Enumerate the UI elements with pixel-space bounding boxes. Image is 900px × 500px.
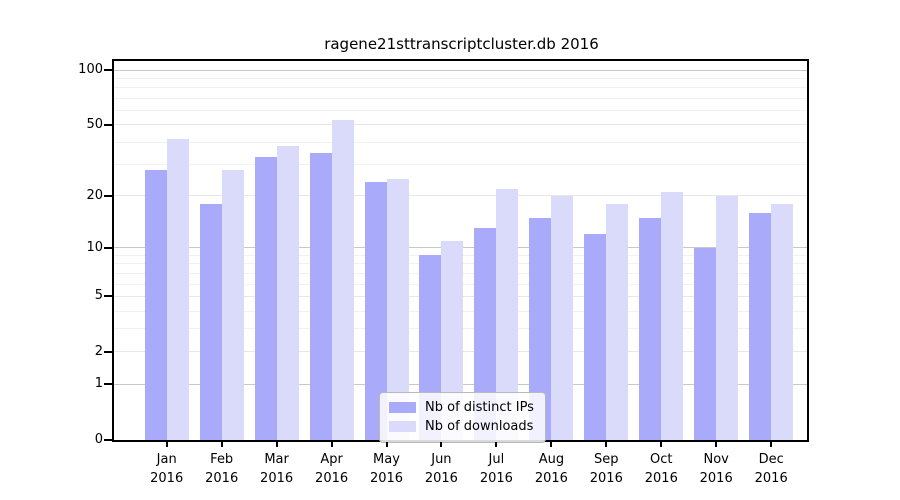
plot-area bbox=[112, 59, 809, 442]
minor-gridline bbox=[114, 164, 807, 166]
downloads-swatch bbox=[389, 421, 416, 432]
bar-feb-downloads bbox=[221, 170, 244, 440]
x-tick-mark bbox=[220, 442, 223, 447]
minor-gridline bbox=[114, 77, 807, 79]
bar-jan-ips bbox=[144, 170, 167, 440]
bar-feb-ips bbox=[199, 203, 222, 440]
x-tick-mark bbox=[660, 442, 663, 447]
y-tick-mark bbox=[104, 350, 112, 353]
x-tick-label: Feb 2016 bbox=[205, 452, 239, 486]
x-tick-label: Oct 2016 bbox=[644, 452, 678, 486]
y-tick-mark bbox=[104, 194, 112, 197]
y-tick-mark bbox=[104, 439, 112, 441]
x-tick-label: Apr 2016 bbox=[315, 452, 349, 486]
minor-gridline bbox=[114, 87, 807, 89]
bar-dec-ips bbox=[749, 212, 772, 440]
x-tick-mark bbox=[275, 442, 278, 447]
distinct-ips-swatch bbox=[389, 402, 416, 413]
bar-apr-downloads bbox=[331, 120, 354, 440]
x-tick-label: Aug 2016 bbox=[534, 452, 568, 486]
bar-may-downloads bbox=[386, 178, 409, 440]
x-tick-mark bbox=[385, 442, 388, 447]
x-tick-label: Jul 2016 bbox=[479, 452, 513, 486]
chart-title: ragene21sttranscriptcluster.db 2016 bbox=[324, 35, 599, 53]
legend-label-downloads: Nb of downloads bbox=[425, 419, 534, 434]
bar-aug-ips bbox=[529, 217, 552, 440]
bar-jul-downloads bbox=[496, 188, 519, 440]
bar-mar-downloads bbox=[276, 146, 299, 440]
x-tick-label: May 2016 bbox=[369, 452, 404, 486]
major-gridline bbox=[114, 195, 807, 197]
bar-jan-downloads bbox=[166, 138, 189, 440]
y-tick-mark bbox=[104, 383, 112, 386]
minor-gridline bbox=[114, 109, 807, 111]
bar-jul-ips bbox=[474, 228, 497, 440]
legend-label-distinct-ips: Nb of distinct IPs bbox=[425, 400, 534, 415]
x-tick-mark bbox=[330, 442, 333, 447]
legend: Nb of distinct IPs Nb of downloads bbox=[379, 392, 546, 443]
bar-sep-downloads bbox=[606, 203, 629, 440]
x-tick-mark bbox=[495, 442, 498, 447]
x-tick-label: Sep 2016 bbox=[589, 452, 623, 486]
legend-row: Nb of downloads bbox=[389, 417, 534, 436]
x-tick-mark bbox=[715, 442, 718, 447]
bar-nov-downloads bbox=[716, 195, 739, 440]
y-tick-label: 2 bbox=[94, 343, 103, 359]
x-tick-label: Mar 2016 bbox=[260, 452, 294, 486]
y-tick-label: 1 bbox=[94, 376, 103, 392]
bar-jun-downloads bbox=[441, 240, 464, 440]
y-tick-mark bbox=[104, 69, 112, 71]
bar-oct-downloads bbox=[661, 192, 684, 440]
major-gridline bbox=[114, 69, 807, 71]
y-tick-mark bbox=[104, 123, 112, 126]
bar-may-ips bbox=[364, 181, 387, 440]
minor-gridline bbox=[114, 97, 807, 99]
major-gridline bbox=[114, 124, 807, 126]
x-tick-mark bbox=[605, 442, 608, 447]
y-tick-mark bbox=[104, 295, 112, 298]
x-tick-mark bbox=[165, 442, 168, 447]
x-tick-mark bbox=[770, 442, 773, 447]
bar-oct-ips bbox=[639, 217, 662, 440]
y-tick-label: 20 bbox=[86, 187, 103, 203]
y-tick-label: 100 bbox=[78, 62, 103, 77]
y-tick-mark bbox=[104, 246, 112, 249]
bar-aug-downloads bbox=[551, 195, 574, 440]
x-tick-mark bbox=[550, 442, 553, 447]
y-tick-label: 5 bbox=[94, 288, 103, 304]
x-tick-label: Jun 2016 bbox=[424, 452, 458, 486]
x-tick-mark bbox=[440, 442, 443, 447]
x-tick-label: Jan 2016 bbox=[150, 452, 184, 486]
bar-sep-ips bbox=[584, 234, 607, 440]
bar-nov-ips bbox=[694, 247, 717, 440]
bar-apr-ips bbox=[309, 152, 332, 440]
y-tick-label: 10 bbox=[86, 239, 103, 255]
legend-row: Nb of distinct IPs bbox=[389, 398, 534, 417]
y-tick-label: 0 bbox=[94, 432, 103, 447]
y-tick-label: 50 bbox=[86, 116, 103, 132]
x-tick-label: Dec 2016 bbox=[754, 452, 788, 486]
x-tick-label: Nov 2016 bbox=[699, 452, 733, 486]
minor-gridline bbox=[114, 141, 807, 143]
bar-dec-downloads bbox=[771, 203, 794, 440]
bar-mar-ips bbox=[254, 157, 277, 440]
